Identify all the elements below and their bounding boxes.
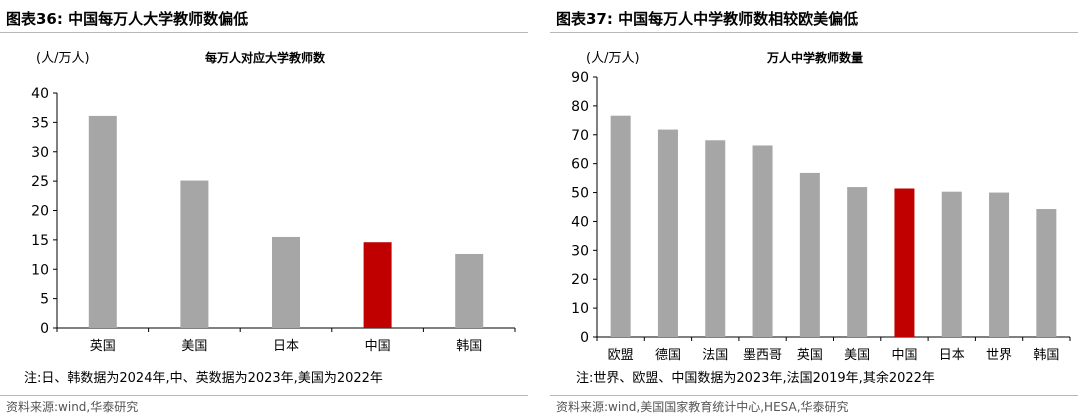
bar-美国 [180,180,209,328]
source-text: 资料来源:wind,华泰研究 [6,400,139,414]
bar-墨西哥 [752,145,773,337]
y-tick-label: 90 [571,70,589,86]
bar-中国 [363,242,392,328]
plot-area: 0 5 10 15 20 25 30 35 40 英国 美国 日本 中国 韩国 [31,86,516,354]
y-tick-label: 30 [571,243,589,259]
x-tick-label: 中国 [365,339,391,354]
bar-日本 [941,191,962,337]
x-tick-label: 英国 [797,348,823,363]
bar-中国 [894,188,915,337]
y-tick-label: 0 [40,321,49,337]
y-tick-label: 30 [31,145,49,161]
y-tick-label: 40 [31,86,49,102]
x-tick-label: 墨西哥 [743,348,782,363]
x-tick-label: 德国 [655,348,681,363]
y-tick-label: 20 [31,204,49,220]
chart-note: 注:世界、欧盟、中国数据为2023年,法国2019年,其余2022年 [576,370,935,386]
x-tick-label: 日本 [273,339,299,354]
chart-panel-left: 图表36: 中国每万人大学教师数偏低 (人/万人) 每万人对应大学教师数 0 5 1… [0,0,530,418]
bar-英国 [88,115,117,328]
plot-area: 0 10 20 30 40 50 60 70 80 90 欧盟 德国 法国 墨西哥 英国 美国 中国 日本 世界 韩国 [571,70,1071,363]
chart-note: 注:日、韩数据为2024年,中、英数据为2023年,美国为2022年 [24,371,383,386]
bar-日本 [272,236,300,328]
y-tick-label: 70 [571,128,589,144]
x-tick-label: 韩国 [456,339,482,354]
y-tick-label: 20 [571,272,589,288]
bar-韩国 [1036,209,1057,337]
bar-chart-university-teachers: (人/万人) 每万人对应大学教师数 0 5 10 15 20 25 30 35 40 英国 美国 日本… [24,50,516,386]
y-tick-label: 5 [40,292,49,308]
x-tick-label: 韩国 [1033,348,1059,363]
source-divider [0,395,528,396]
y-tick-label: 10 [571,301,589,317]
title-divider [0,32,528,33]
y-tick-label: 25 [31,174,49,190]
source-divider [550,395,1078,396]
chart-panel-right: 图表37: 中国每万人中学教师数相较欧美偏低 (人/万人) 万人中学教师数量 0… [550,0,1080,418]
bar-英国 [799,172,820,337]
bar-chart-secondary-teachers: (人/万人) 万人中学教师数量 0 10 20 30 40 50 60 70 80 90 欧盟 德国 法… [571,50,1071,386]
y-tick-label: 80 [571,99,589,115]
unit-label: (人/万人) [586,51,640,66]
y-tick-label: 50 [571,186,589,202]
y-tick-label: 60 [571,157,589,173]
unit-label: (人/万人) [36,51,90,66]
figure-title: 图表37: 中国每万人中学教师数相较欧美偏低 [556,10,859,28]
x-tick-label: 英国 [90,339,116,354]
x-tick-label: 欧盟 [608,348,634,363]
bar-世界 [989,192,1010,337]
y-tick-label: 15 [31,233,49,249]
x-tick-label: 日本 [939,348,965,363]
bar-欧盟 [610,115,631,337]
x-tick-label: 法国 [702,348,728,363]
source-text: 资料来源:wind,美国国家教育统计中心,HESA,华泰研究 [556,400,849,414]
bar-韩国 [455,253,484,328]
y-tick-label: 40 [571,214,589,230]
x-tick-label: 美国 [844,348,870,363]
y-tick-label: 35 [31,115,49,131]
bar-美国 [847,187,868,337]
figure-title: 图表36: 中国每万人大学教师数偏低 [6,10,249,28]
chart-title: 万人中学教师数量 [766,50,863,65]
title-divider [550,32,1078,33]
bar-法国 [705,140,726,337]
y-tick-label: 0 [580,330,589,346]
bar-德国 [657,129,678,337]
x-tick-label: 中国 [891,348,917,363]
x-tick-label: 世界 [986,348,1012,363]
x-tick-label: 美国 [181,339,207,354]
y-tick-label: 10 [31,262,49,278]
chart-title: 每万人对应大学教师数 [205,50,326,65]
